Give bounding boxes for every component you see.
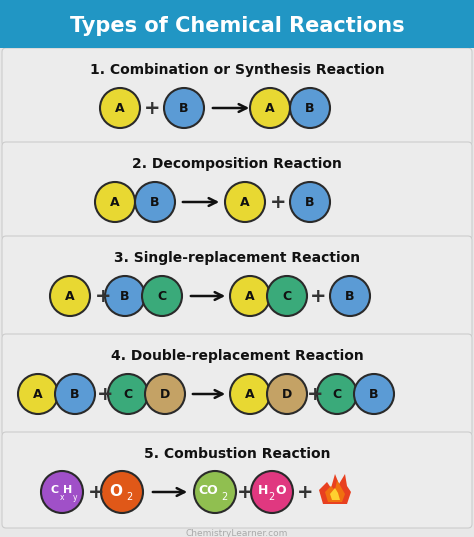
FancyBboxPatch shape	[2, 236, 472, 338]
FancyBboxPatch shape	[2, 142, 472, 240]
Text: Types of Chemical Reactions: Types of Chemical Reactions	[70, 16, 404, 36]
FancyBboxPatch shape	[2, 48, 472, 146]
Text: B: B	[150, 195, 160, 208]
Text: A: A	[65, 289, 75, 302]
Text: B: B	[345, 289, 355, 302]
Circle shape	[290, 182, 330, 222]
Circle shape	[55, 374, 95, 414]
Text: D: D	[282, 388, 292, 401]
FancyBboxPatch shape	[2, 334, 472, 436]
Text: C: C	[332, 388, 342, 401]
Text: D: D	[160, 388, 170, 401]
Text: C: C	[283, 289, 292, 302]
Circle shape	[230, 374, 270, 414]
Text: B: B	[70, 388, 80, 401]
Text: 1. Combination or Synthesis Reaction: 1. Combination or Synthesis Reaction	[90, 63, 384, 77]
Text: +: +	[237, 483, 253, 502]
Circle shape	[250, 88, 290, 128]
Text: ChemistryLearner.com: ChemistryLearner.com	[186, 528, 288, 537]
Circle shape	[18, 374, 58, 414]
Text: +: +	[297, 483, 313, 502]
Circle shape	[100, 88, 140, 128]
Text: +: +	[144, 98, 160, 118]
Text: +: +	[88, 483, 104, 502]
Polygon shape	[325, 480, 345, 502]
Polygon shape	[330, 488, 340, 500]
Text: O: O	[276, 484, 286, 497]
Circle shape	[267, 276, 307, 316]
Text: x: x	[60, 492, 64, 502]
Text: 2: 2	[126, 492, 132, 502]
Text: A: A	[240, 195, 250, 208]
Text: A: A	[110, 195, 120, 208]
Text: 2. Decomposition Reaction: 2. Decomposition Reaction	[132, 157, 342, 171]
Circle shape	[135, 182, 175, 222]
Text: +: +	[307, 384, 323, 403]
Circle shape	[225, 182, 265, 222]
Circle shape	[317, 374, 357, 414]
FancyBboxPatch shape	[2, 432, 472, 528]
Circle shape	[267, 374, 307, 414]
Text: 2: 2	[268, 492, 274, 502]
Text: +: +	[97, 384, 113, 403]
Text: 4. Double-replacement Reaction: 4. Double-replacement Reaction	[110, 349, 364, 363]
Circle shape	[95, 182, 135, 222]
Circle shape	[251, 471, 293, 513]
Circle shape	[354, 374, 394, 414]
Text: C: C	[123, 388, 133, 401]
Text: +: +	[310, 287, 326, 306]
Text: A: A	[265, 101, 275, 114]
Circle shape	[50, 276, 90, 316]
Text: +: +	[95, 287, 111, 306]
Circle shape	[290, 88, 330, 128]
Text: 2: 2	[221, 492, 227, 502]
Text: O: O	[109, 483, 122, 498]
Text: B: B	[305, 195, 315, 208]
Text: A: A	[33, 388, 43, 401]
Circle shape	[330, 276, 370, 316]
Text: A: A	[245, 289, 255, 302]
Circle shape	[108, 374, 148, 414]
Text: 3. Single-replacement Reaction: 3. Single-replacement Reaction	[114, 251, 360, 265]
Circle shape	[105, 276, 145, 316]
Circle shape	[230, 276, 270, 316]
Circle shape	[164, 88, 204, 128]
Circle shape	[41, 471, 83, 513]
Polygon shape	[319, 474, 351, 504]
Text: B: B	[179, 101, 189, 114]
Text: B: B	[305, 101, 315, 114]
Text: C: C	[51, 485, 59, 495]
Text: H: H	[258, 484, 268, 497]
Circle shape	[145, 374, 185, 414]
Circle shape	[194, 471, 236, 513]
FancyBboxPatch shape	[0, 0, 474, 48]
Circle shape	[142, 276, 182, 316]
Text: y: y	[73, 492, 77, 502]
Text: B: B	[369, 388, 379, 401]
Text: H: H	[64, 485, 73, 495]
Circle shape	[101, 471, 143, 513]
Text: CO: CO	[198, 484, 218, 497]
Text: +: +	[270, 192, 286, 212]
Text: 5. Combustion Reaction: 5. Combustion Reaction	[144, 447, 330, 461]
Text: B: B	[120, 289, 130, 302]
Text: C: C	[157, 289, 166, 302]
Text: A: A	[115, 101, 125, 114]
Text: A: A	[245, 388, 255, 401]
